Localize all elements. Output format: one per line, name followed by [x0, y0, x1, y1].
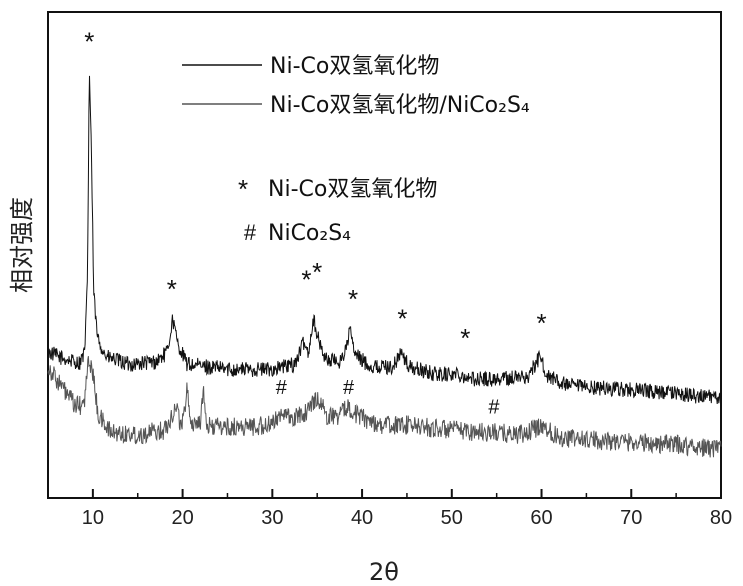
- x-tick-label-50: 50: [441, 507, 463, 529]
- peak-marker-star-2: *: [167, 274, 177, 304]
- peak-marker-hash-9: #: [276, 377, 288, 399]
- peak-marker-star-3: *: [301, 264, 311, 294]
- peak-marker-hash-11: #: [488, 397, 500, 419]
- marker-key-label-star: Ni-Co双氢氧化物: [268, 177, 437, 202]
- x-tick-label-60: 60: [530, 507, 552, 529]
- marker-key: * Ni-Co双氢氧化物 # NiCo₂S₄: [238, 174, 437, 246]
- marker-key-symbol-hash: #: [244, 220, 257, 245]
- legend: Ni-Co双氢氧化物 Ni-Co双氢氧化物/NiCo₂S₄: [182, 54, 530, 118]
- x-tick-label-70: 70: [620, 507, 642, 529]
- series-line-1: [48, 76, 721, 404]
- series-line-2: [48, 356, 721, 457]
- peak-marker-star-6: *: [397, 303, 407, 333]
- x-tick-label-30: 30: [261, 507, 283, 529]
- peak-marker-star-7: *: [460, 323, 470, 353]
- peak-marker-star-8: *: [536, 308, 546, 338]
- peak-marker-star-1: *: [84, 26, 94, 56]
- x-tick-label-40: 40: [351, 507, 373, 529]
- legend-label-series-1: Ni-Co双氢氧化物: [270, 54, 439, 79]
- x-tick-label-10: 10: [82, 507, 104, 529]
- x-tick-label-20: 20: [171, 507, 193, 529]
- series-layer: [48, 76, 721, 458]
- x-axis-ticks: 10 20 30 40 50 60 70 80: [48, 489, 732, 529]
- legend-label-series-2: Ni-Co双氢氧化物/NiCo₂S₄: [270, 93, 530, 118]
- y-axis-title: 相对强度: [8, 197, 36, 293]
- marker-key-symbol-star: *: [238, 174, 248, 204]
- peak-marker-star-4: *: [312, 257, 322, 287]
- peak-marker-star-5: *: [348, 284, 358, 314]
- x-tick-label-80: 80: [710, 507, 732, 529]
- x-axis-title: 2θ: [369, 558, 399, 586]
- marker-key-label-hash: NiCo₂S₄: [268, 221, 351, 246]
- peak-marker-hash-10: #: [343, 377, 355, 399]
